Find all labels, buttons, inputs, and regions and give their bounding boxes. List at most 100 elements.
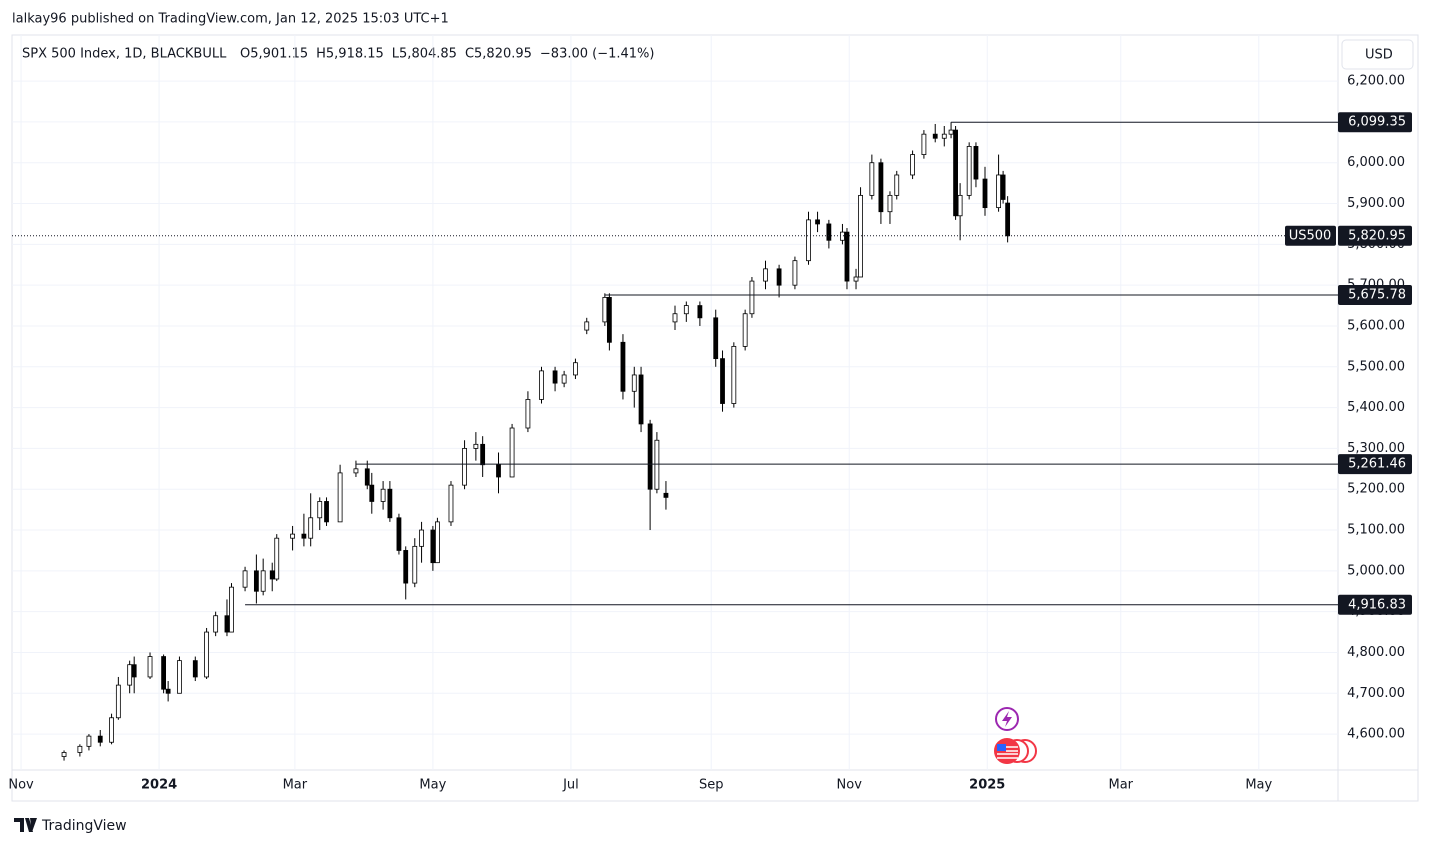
legend-item: O5,901.15 (240, 47, 308, 62)
candle-body (921, 133, 927, 155)
candle-body (982, 178, 988, 209)
candle-body (301, 533, 307, 539)
candle-body (606, 297, 612, 343)
candle-body (369, 484, 375, 502)
x-tick-label: May (1245, 778, 1272, 793)
candle-body (61, 752, 67, 757)
y-tick-label: 5,000.00 (1347, 563, 1405, 578)
legend-item: −83.00 (−1.41%) (540, 47, 655, 62)
candle-body (806, 219, 811, 262)
event-icon-glyph (1002, 711, 1012, 727)
candle-body (462, 448, 467, 486)
candle-body (731, 345, 737, 404)
candle-body (584, 321, 590, 331)
last-price-tag-box (1285, 225, 1336, 246)
candle-body (720, 358, 725, 404)
candle-body (412, 545, 418, 584)
currency-label[interactable]: USD (1365, 48, 1393, 63)
candle-body (430, 529, 436, 564)
candle-body (663, 492, 669, 498)
candle-body (749, 280, 755, 315)
level-label-box (1338, 112, 1412, 133)
y-tick-label: 5,100.00 (1347, 523, 1405, 538)
candle-body (869, 162, 875, 196)
candle-body (683, 305, 689, 315)
candle-body (290, 533, 295, 539)
x-tick-label: Mar (1109, 778, 1134, 793)
candle-body (177, 660, 182, 694)
last-price-tag: US500 (1289, 228, 1332, 243)
event-icons (994, 707, 1037, 764)
candle-body (573, 362, 578, 376)
candle-body (97, 735, 103, 743)
candle-body (242, 570, 248, 588)
candle-body (878, 162, 884, 213)
x-tick-label: Jul (562, 778, 579, 793)
candle-body (353, 468, 359, 474)
candle-body (932, 133, 938, 139)
candle-body (260, 570, 266, 592)
candle-body (147, 656, 153, 678)
candle-body (77, 745, 83, 753)
level-label-box (1338, 285, 1412, 306)
y-tick-label: 5,500.00 (1347, 359, 1405, 374)
candle-body (654, 439, 660, 490)
candle-body (380, 488, 386, 502)
level-label: 6,099.35 (1348, 115, 1406, 130)
candle-body (996, 174, 1001, 209)
y-tick-label: 5,200.00 (1347, 482, 1405, 497)
candle-body (109, 717, 114, 743)
candle-body (792, 260, 798, 286)
legend-item: H5,918.15 (316, 47, 384, 62)
candle-body (473, 443, 479, 449)
candle-body (525, 399, 531, 429)
level-label-box (1338, 454, 1412, 475)
tv-logo (14, 818, 37, 832)
candle-body (337, 472, 343, 523)
candle-body (1000, 174, 1006, 200)
candle-body (973, 146, 979, 180)
candle-body (253, 570, 259, 592)
level-label: 4,916.83 (1348, 597, 1406, 612)
x-tick-label: 2025 (969, 778, 1005, 793)
legend-item: C5,820.95 (465, 47, 532, 62)
candle-body (192, 660, 198, 678)
candle-body (161, 656, 167, 690)
candle-body (941, 133, 947, 139)
candle-body (910, 154, 915, 176)
candle-body (638, 374, 644, 425)
candle-body (213, 615, 219, 633)
candle-body (317, 501, 323, 519)
currency-button[interactable] (1341, 39, 1414, 70)
candle-body (672, 313, 678, 323)
candle-body (844, 231, 850, 282)
x-tick-label: Nov (8, 778, 34, 793)
candle-body (509, 427, 515, 478)
candle-body (697, 305, 703, 319)
candle-body (364, 468, 370, 486)
candle-body (165, 688, 171, 694)
y-tick-label: 6,000.00 (1347, 155, 1405, 170)
candle-body (274, 537, 280, 580)
x-tick-label: Sep (699, 778, 724, 793)
candle-body (324, 501, 329, 523)
candle-body (1005, 202, 1011, 237)
candle-body (539, 370, 544, 400)
candle-body (435, 521, 440, 564)
y-tick-label: 4,600.00 (1347, 727, 1405, 742)
candle-body (387, 488, 393, 519)
candle-body (948, 129, 954, 135)
symbol-title: SPX 500 Index, 1D, BLACKBULL (22, 47, 227, 62)
candle-body (403, 550, 409, 584)
y-tick-label: 6,200.00 (1347, 74, 1405, 89)
candle-body (966, 146, 972, 196)
candle-body (957, 194, 963, 217)
candle-body (826, 223, 832, 241)
y-tick-label: 5,400.00 (1347, 400, 1405, 415)
candle-body (127, 664, 133, 686)
y-tick-label: 5,300.00 (1347, 441, 1405, 456)
candle-body (308, 517, 314, 539)
candle-body (419, 529, 424, 547)
chart-frame (11, 34, 1419, 802)
candle-body (229, 586, 234, 633)
